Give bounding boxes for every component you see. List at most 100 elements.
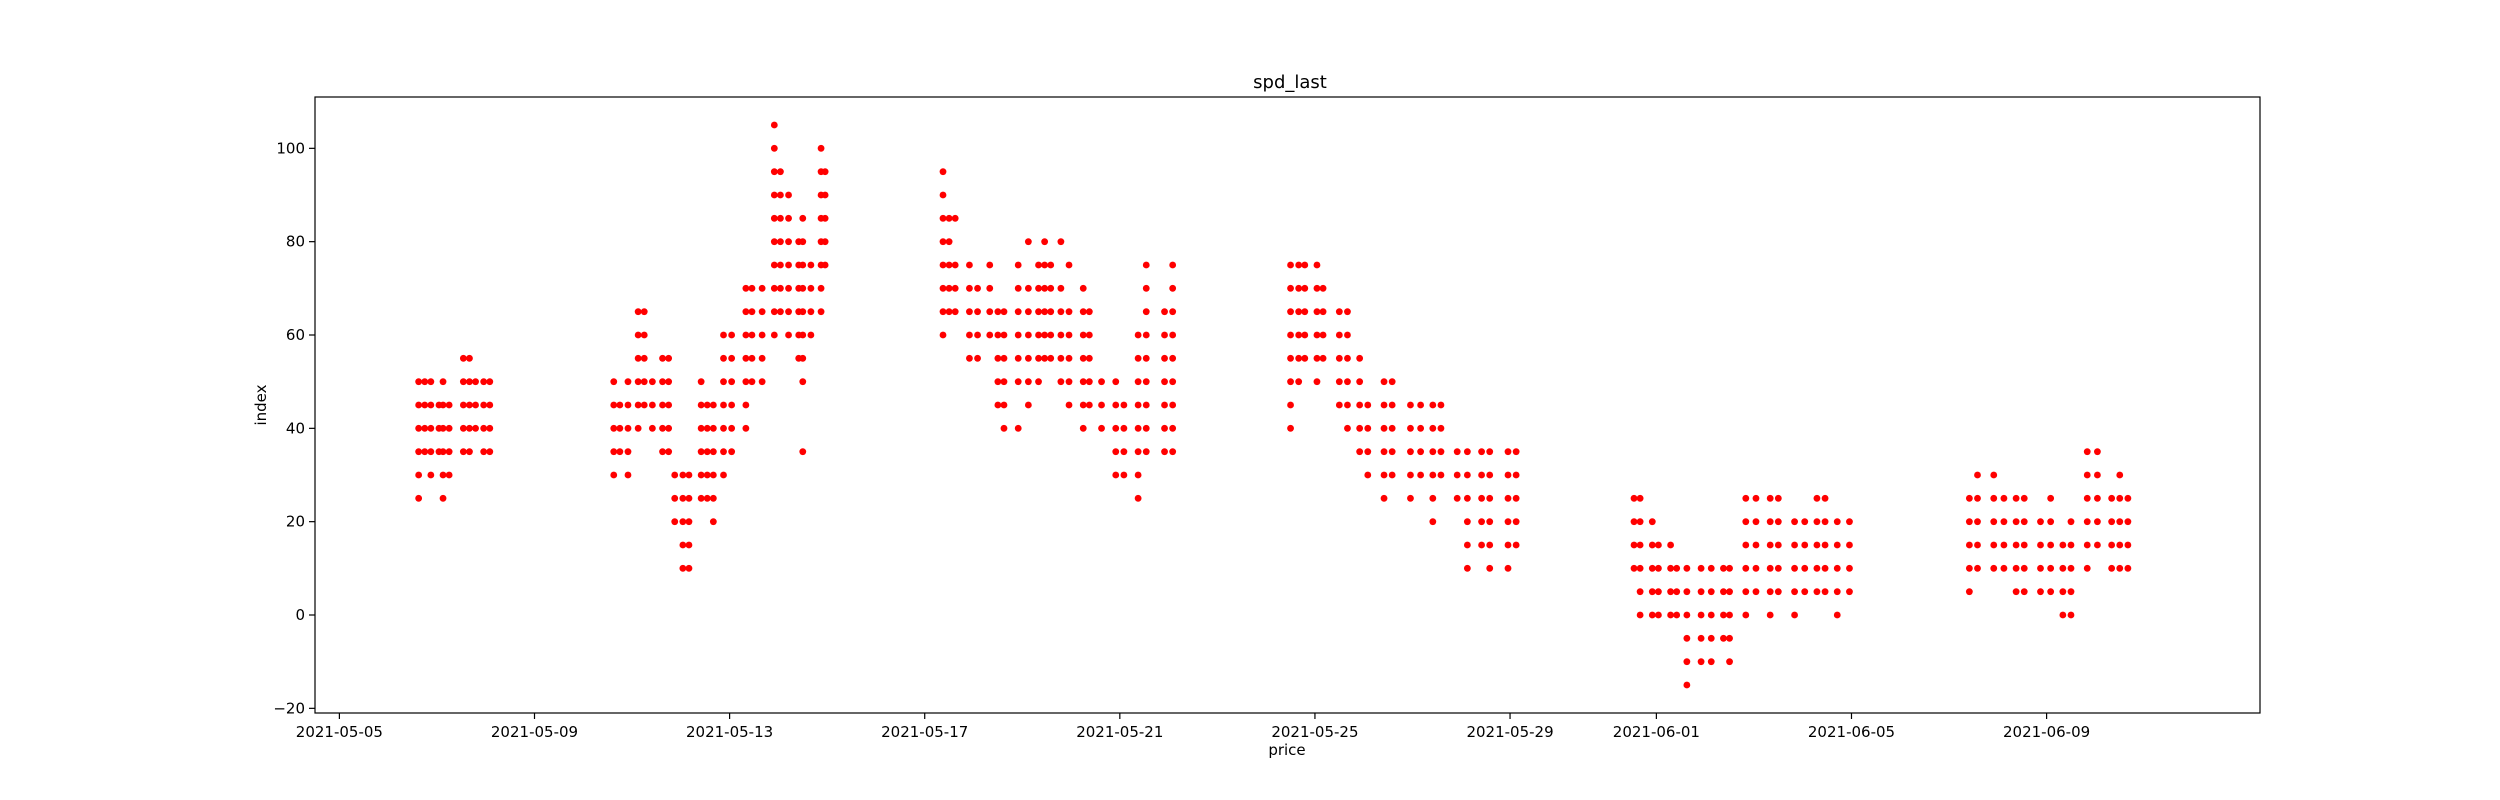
data-point — [439, 448, 447, 456]
data-point — [439, 471, 447, 479]
data-point — [777, 284, 784, 292]
data-point — [1833, 588, 1841, 596]
data-point — [1047, 331, 1055, 339]
data-point — [1636, 588, 1644, 596]
data-point — [974, 284, 981, 292]
data-point — [1965, 518, 1973, 526]
y-tick-label: 40 — [286, 419, 305, 437]
data-point — [1388, 378, 1396, 386]
data-point — [697, 424, 705, 432]
data-point — [1648, 518, 1656, 526]
data-point — [1683, 588, 1691, 596]
data-point — [445, 471, 453, 479]
data-point — [1683, 564, 1691, 572]
data-point — [1707, 634, 1715, 642]
data-point — [1726, 588, 1733, 596]
data-point — [1791, 588, 1798, 596]
data-point — [1766, 518, 1774, 526]
data-point — [1990, 564, 1998, 572]
data-point — [2094, 471, 2101, 479]
data-point — [1388, 401, 1396, 409]
data-point — [1169, 261, 1177, 269]
data-point — [799, 238, 807, 246]
data-point — [742, 378, 750, 386]
data-point — [1098, 424, 1105, 432]
data-point — [1287, 261, 1294, 269]
data-point — [1486, 494, 1494, 502]
data-point — [748, 331, 756, 339]
data-point — [1774, 518, 1782, 526]
data-point — [2083, 471, 2091, 479]
data-point — [1065, 378, 1073, 386]
data-point — [1648, 611, 1656, 619]
data-point — [486, 448, 494, 456]
data-point — [1079, 378, 1087, 386]
data-point — [1000, 401, 1008, 409]
data-point — [1813, 518, 1821, 526]
data-point — [427, 424, 435, 432]
data-point — [951, 214, 959, 222]
data-point — [1014, 354, 1022, 362]
data-point — [1821, 564, 1829, 572]
data-point — [445, 448, 453, 456]
data-point — [1169, 284, 1177, 292]
data-point — [1974, 494, 1981, 502]
data-point — [1486, 541, 1494, 549]
data-point — [2067, 541, 2075, 549]
data-point — [785, 214, 792, 222]
data-point — [1726, 634, 1733, 642]
data-point — [2116, 541, 2124, 549]
data-point — [1319, 354, 1327, 362]
data-point — [2067, 611, 2075, 619]
data-point — [1833, 564, 1841, 572]
data-point — [427, 401, 435, 409]
data-point — [480, 378, 488, 386]
data-point — [1169, 401, 1177, 409]
data-point — [1766, 611, 1774, 619]
data-point — [966, 284, 973, 292]
data-point — [2108, 564, 2116, 572]
data-point — [1833, 518, 1841, 526]
data-point — [1287, 378, 1294, 386]
data-point — [1014, 261, 1022, 269]
data-point — [1697, 658, 1705, 666]
data-point — [1752, 518, 1760, 526]
data-point — [665, 424, 673, 432]
data-point — [939, 261, 947, 269]
data-point — [821, 168, 829, 176]
data-point — [1134, 354, 1142, 362]
data-point — [1821, 541, 1829, 549]
data-point — [2116, 564, 2124, 572]
data-point — [1437, 471, 1445, 479]
data-point — [1356, 448, 1364, 456]
data-point — [1437, 448, 1445, 456]
y-tick-label: 60 — [286, 326, 305, 344]
data-point — [1720, 634, 1727, 642]
data-point — [1429, 494, 1437, 502]
chart-title: spd_last — [1253, 72, 1327, 93]
data-point — [697, 401, 705, 409]
data-point — [697, 378, 705, 386]
data-point — [2000, 494, 2008, 502]
data-point — [1065, 331, 1073, 339]
data-point — [709, 424, 717, 432]
data-point — [439, 494, 447, 502]
data-point — [1417, 401, 1425, 409]
data-point — [610, 471, 618, 479]
data-point — [1512, 448, 1520, 456]
data-point — [1417, 448, 1425, 456]
data-point — [1478, 494, 1485, 502]
data-point — [1478, 518, 1485, 526]
data-point — [703, 424, 711, 432]
data-point — [1313, 378, 1321, 386]
data-point — [799, 284, 807, 292]
data-point — [1742, 494, 1750, 502]
data-point — [1683, 611, 1691, 619]
data-point — [720, 471, 727, 479]
data-point — [748, 308, 756, 316]
data-point — [1120, 424, 1128, 432]
data-point — [799, 354, 807, 362]
data-point — [1437, 424, 1445, 432]
data-point — [427, 471, 435, 479]
data-point — [610, 424, 618, 432]
